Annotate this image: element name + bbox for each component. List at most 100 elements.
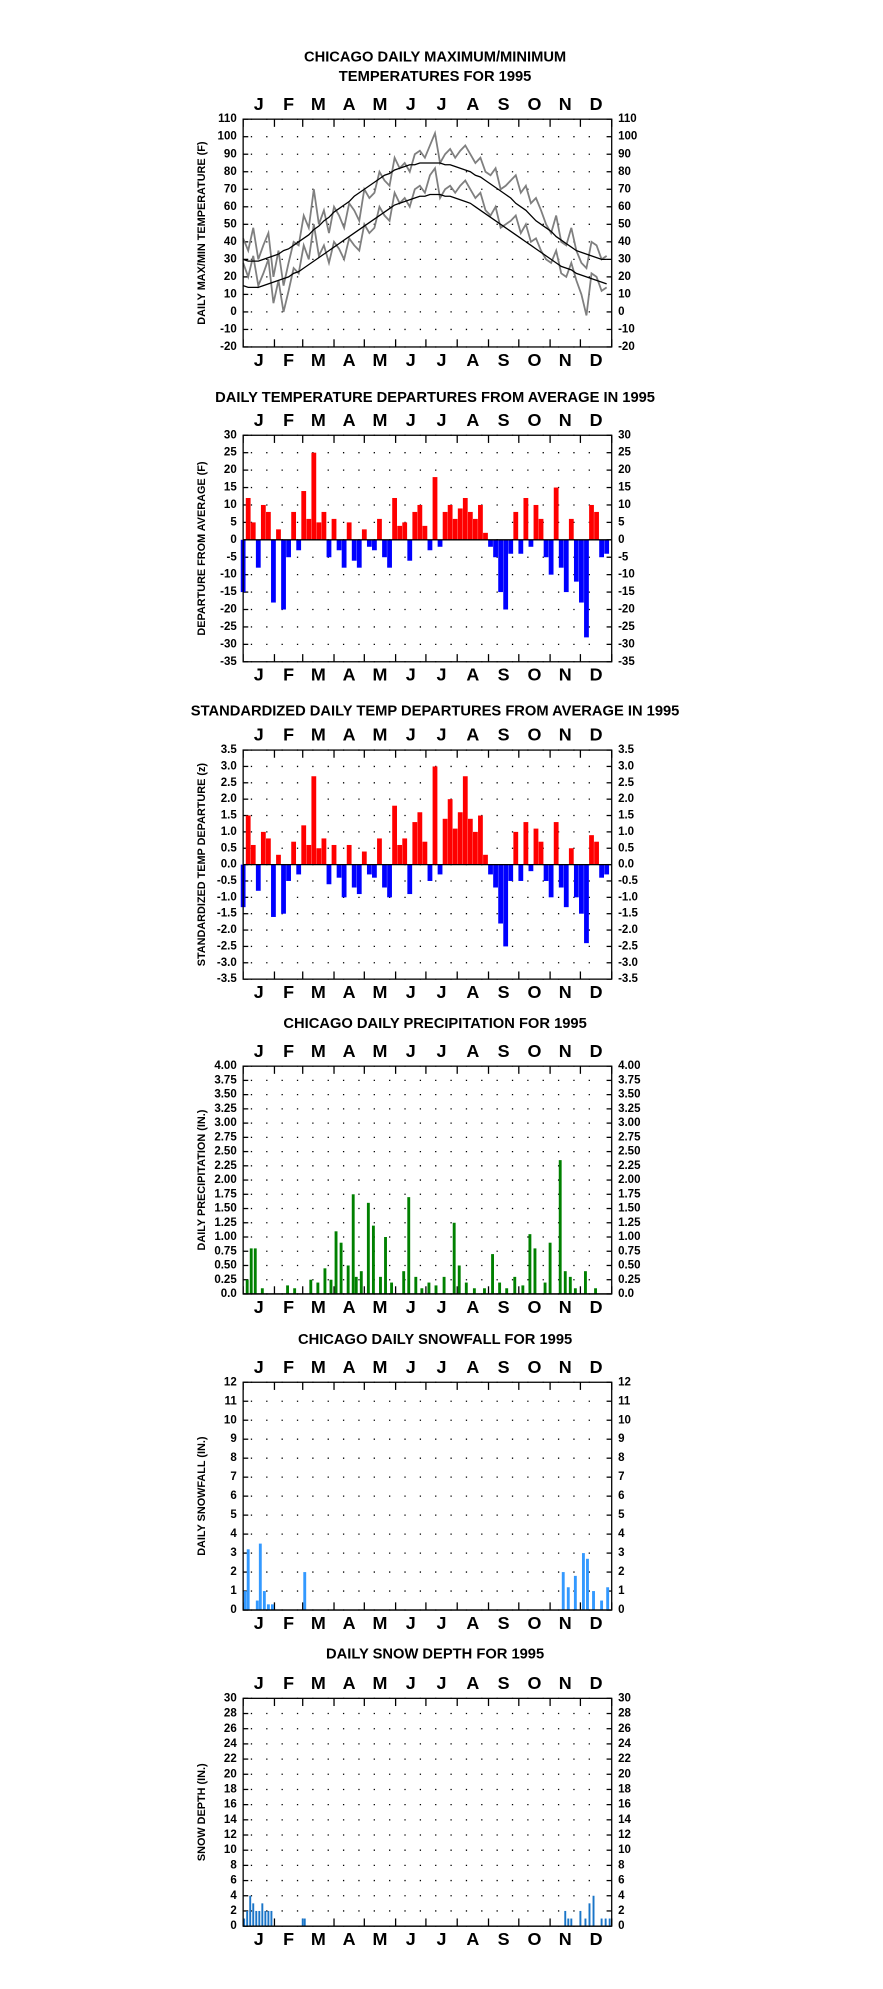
y-tick-label-right: 1.0: [618, 826, 634, 838]
bar: [384, 1237, 387, 1294]
y-tick-label: 10: [224, 499, 237, 511]
bar: [286, 539, 291, 558]
bar: [505, 1288, 509, 1294]
y-tick-label-right: 5: [618, 516, 625, 528]
month-label-top: J: [406, 1673, 416, 1693]
month-label-top: A: [343, 1357, 356, 1377]
y-tick-label: 10: [224, 288, 237, 300]
y-tick-label-right: 8: [618, 1859, 625, 1871]
month-label-bottom: A: [466, 1929, 479, 1949]
y-tick-label: 3.00: [214, 1117, 236, 1129]
series-line: [242, 165, 608, 316]
bar: [267, 1910, 270, 1927]
bar: [270, 1604, 274, 1611]
bar: [243, 1591, 247, 1611]
bar: [584, 539, 589, 638]
bar: [291, 511, 297, 540]
bar: [563, 864, 569, 908]
month-label-top: A: [343, 410, 356, 430]
y-tick-label: 0.75: [214, 1245, 237, 1257]
bar: [356, 864, 362, 895]
bar: [548, 539, 554, 575]
bar: [402, 522, 408, 540]
bar: [604, 539, 610, 554]
bar: [467, 511, 473, 540]
bar: [427, 1282, 431, 1294]
month-label-bottom: S: [498, 1613, 510, 1633]
plot-frame: [242, 749, 613, 980]
bar: [472, 831, 478, 865]
bar: [533, 1248, 537, 1294]
chart: CHICAGO DAILY PRECIPITATION FOR 1995 DAIL…: [196, 1016, 641, 1317]
bar: [604, 864, 610, 875]
y-tick-label-right: 14: [618, 1814, 631, 1826]
bar: [366, 539, 372, 547]
bar: [286, 1285, 290, 1294]
y-tick-label: 20: [224, 271, 237, 283]
y-tick-label-right: 2.0: [618, 793, 634, 805]
bar: [568, 518, 574, 540]
month-label-top: F: [283, 1673, 294, 1693]
bar: [402, 1271, 406, 1294]
bar: [246, 1910, 249, 1927]
y-tick-label: 30: [224, 1692, 237, 1704]
month-label-top: A: [343, 725, 356, 745]
series-line: [242, 129, 608, 286]
bar: [589, 504, 594, 540]
y-tick-label: 3.50: [214, 1089, 236, 1101]
y-tick-label-right: 2.50: [618, 1146, 640, 1158]
y-tick-label: 9: [230, 1433, 236, 1445]
bar: [303, 1572, 307, 1611]
y-tick-label-right: 6: [618, 1875, 624, 1887]
bar: [346, 1265, 350, 1294]
plot-frame: [242, 1381, 613, 1611]
bar: [483, 532, 488, 540]
month-label-bottom: J: [406, 665, 416, 685]
bar: [255, 539, 261, 568]
y-tick-label: 0.0: [221, 859, 237, 871]
bar: [339, 1242, 343, 1294]
bar: [432, 766, 438, 865]
y-tick-label-right: -10: [618, 569, 635, 581]
y-tick-label-right: 100: [618, 131, 637, 143]
month-label-top: J: [437, 1673, 447, 1693]
y-tick-label-right: -10: [618, 323, 635, 335]
month-label-bottom: O: [527, 982, 541, 1002]
bar: [351, 539, 357, 561]
month-label-top: J: [437, 725, 447, 745]
y-tick-label: 10: [224, 1844, 237, 1856]
month-label-top: O: [527, 94, 541, 114]
bar: [412, 511, 418, 540]
y-tick-label: 3.25: [214, 1103, 237, 1115]
bar: [291, 841, 297, 865]
y-tick-label-right: 2.00: [618, 1174, 640, 1186]
month-label-bottom: A: [343, 982, 356, 1002]
bar: [264, 1910, 267, 1927]
y-tick-label: 0: [230, 1604, 236, 1616]
bar: [316, 848, 322, 865]
chart: CHICAGO DAILY MAXIMUM/MINIMUM TEMPERATURE…: [196, 50, 637, 370]
y-tick-label-right: -35: [618, 656, 635, 668]
month-label-top: A: [466, 94, 479, 114]
y-tick-label: 30: [224, 253, 237, 265]
month-label-bottom: J: [406, 982, 416, 1002]
bar: [354, 1276, 358, 1294]
month-label-bottom: D: [590, 1929, 603, 1949]
chart-title: DAILY TEMPERATURE DEPARTURES FROM AVERAG…: [215, 390, 655, 406]
month-label-top: J: [406, 1041, 416, 1061]
bar: [568, 848, 574, 865]
y-tick-label: 14: [224, 1814, 237, 1826]
y-tick-label-right: 1.25: [618, 1217, 641, 1229]
month-label-top: M: [311, 1673, 326, 1693]
month-label-top: S: [498, 1041, 510, 1061]
bar: [351, 1194, 355, 1294]
bar: [566, 1587, 570, 1611]
y-tick-label: 100: [218, 131, 237, 143]
y-tick-label: -1.5: [217, 908, 237, 920]
bar: [422, 525, 428, 540]
bar: [427, 539, 433, 551]
y-tick-label: 0: [230, 534, 236, 546]
y-tick-label: 12: [224, 1376, 237, 1388]
bar: [442, 818, 448, 865]
